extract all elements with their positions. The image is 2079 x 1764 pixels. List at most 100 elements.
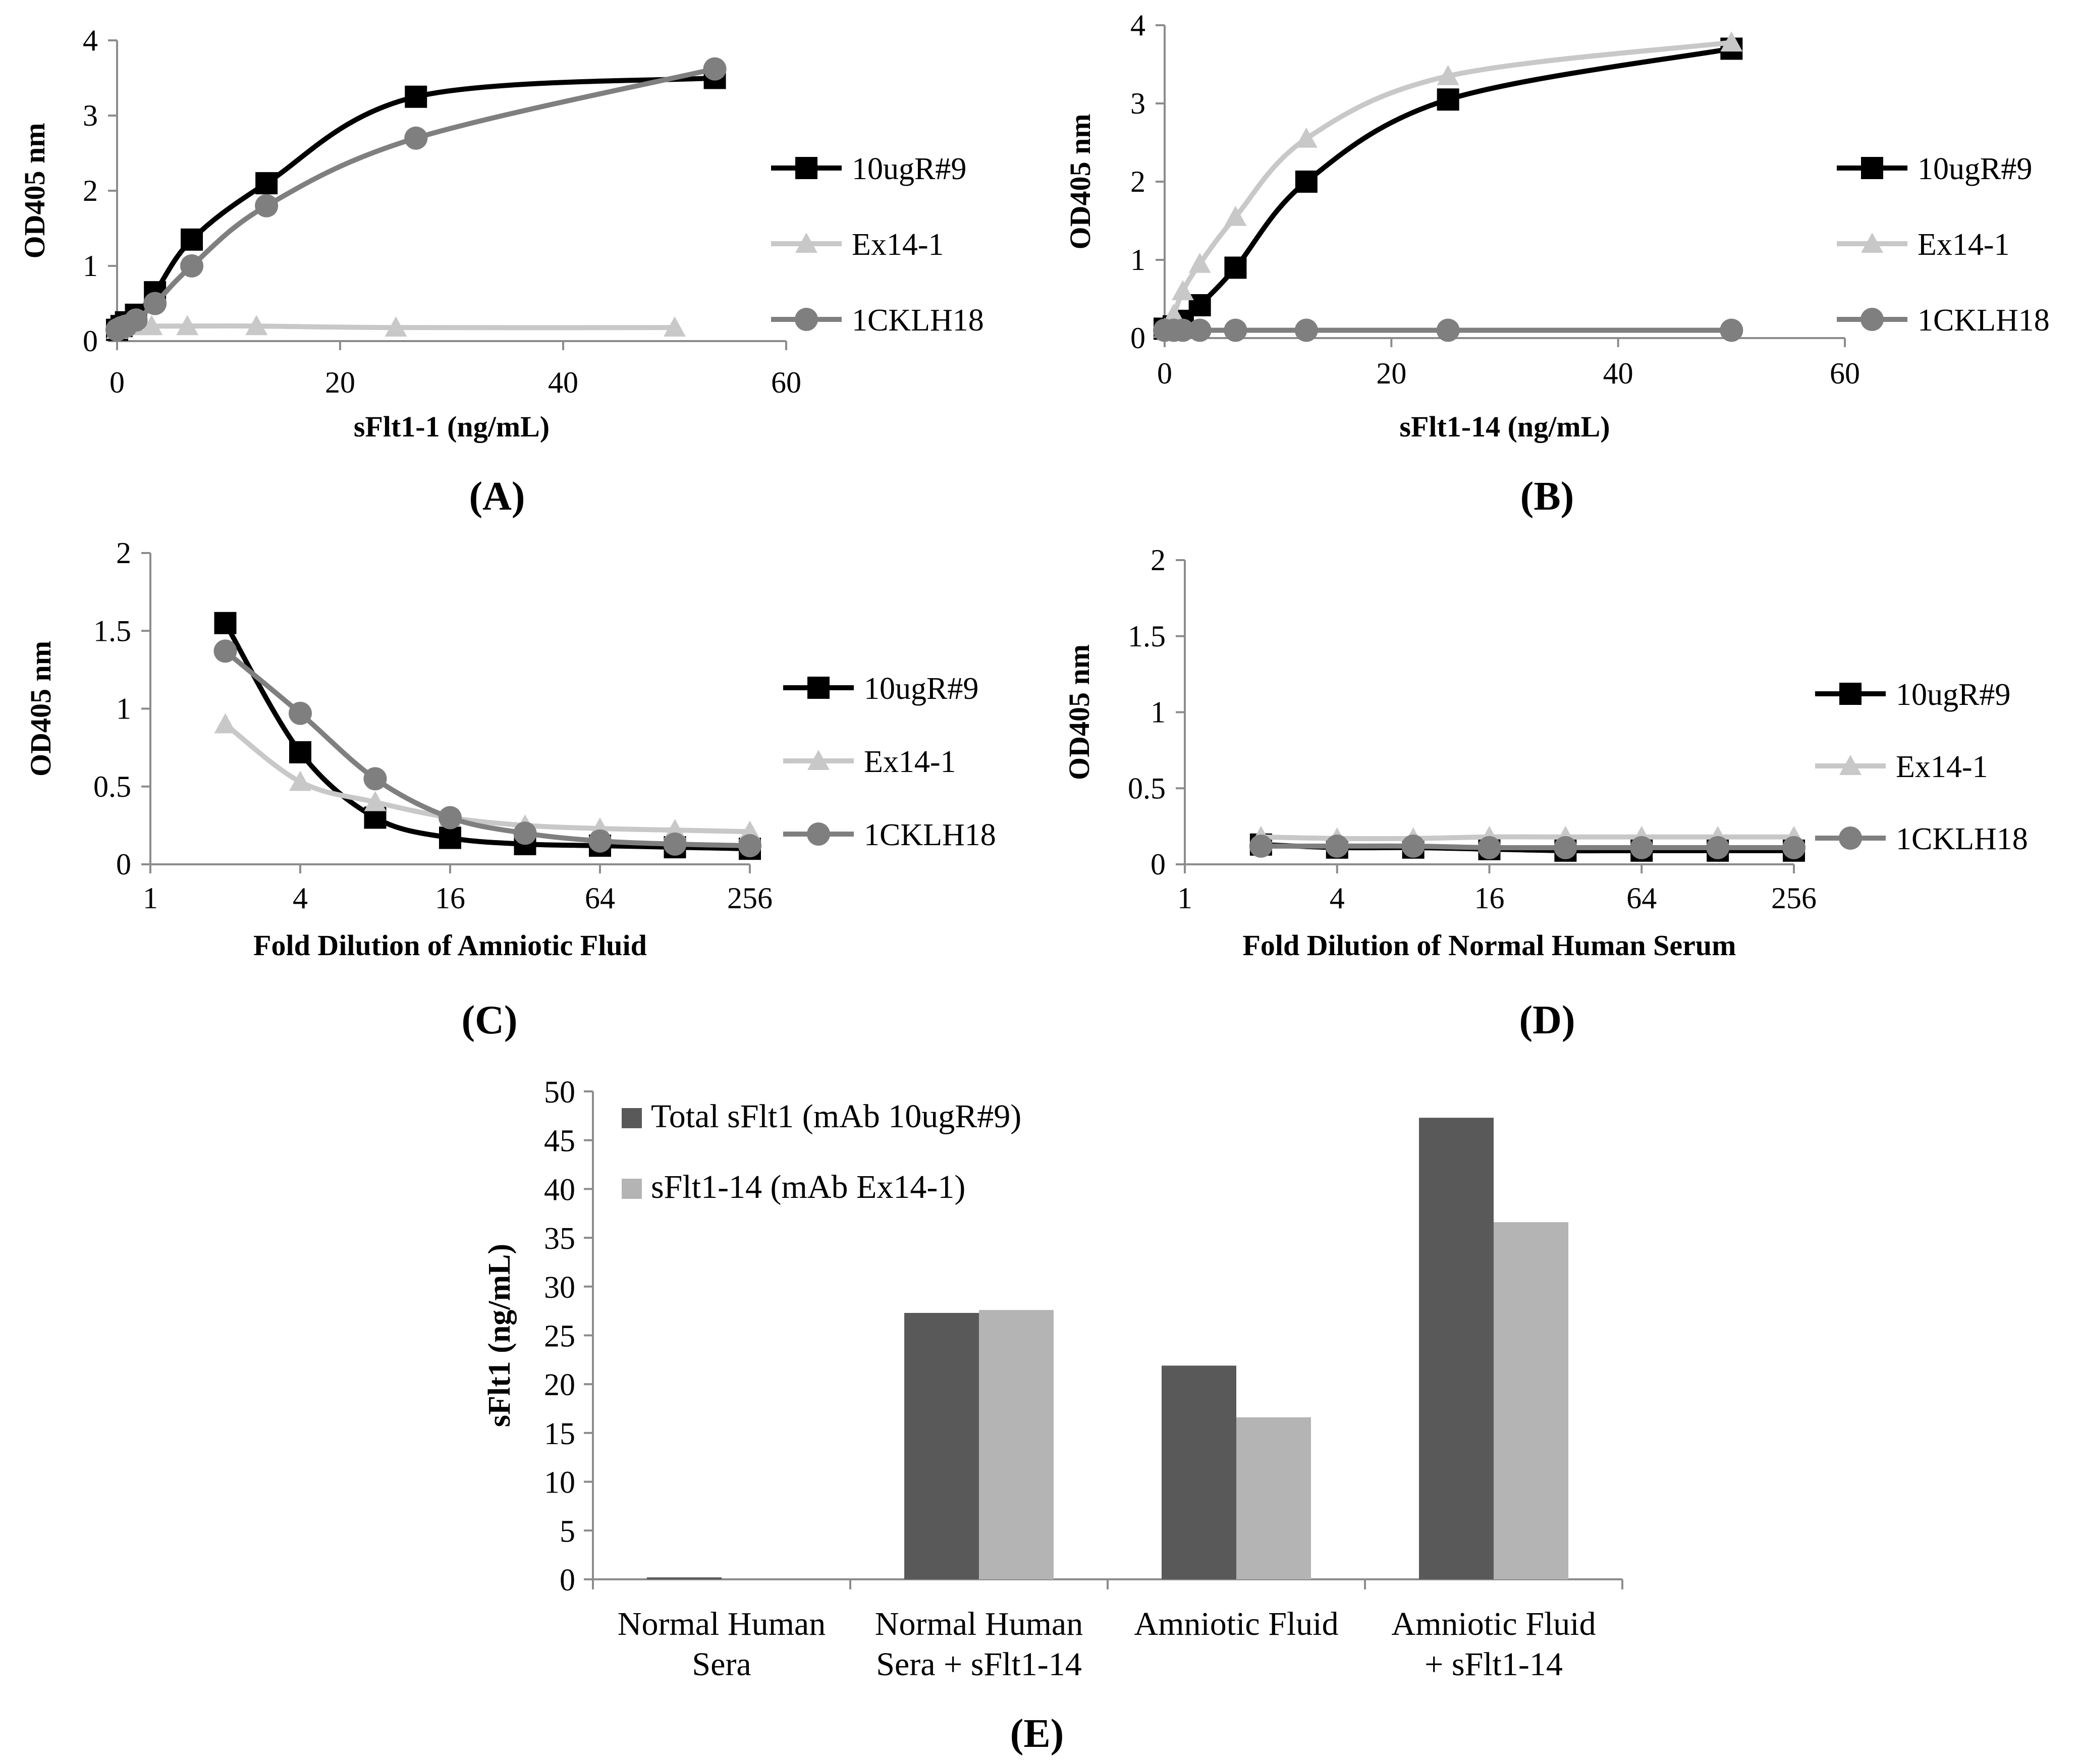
legend-label: Ex14-1 xyxy=(852,228,944,262)
data-point xyxy=(1224,256,1247,279)
y-tick-label: 1.5 xyxy=(1128,620,1166,653)
data-point xyxy=(214,612,237,634)
data-point xyxy=(1171,318,1194,342)
y-axis-label: OD405 nm xyxy=(1063,644,1096,780)
legend-swatch xyxy=(622,1179,642,1199)
y-tick-label: 1.5 xyxy=(93,614,131,647)
data-point xyxy=(1249,834,1273,858)
data-point xyxy=(1436,318,1460,342)
legend-item: Ex14-1 xyxy=(1815,750,1988,784)
y-tick-label: 2 xyxy=(1151,543,1166,577)
category-label: Normal Human xyxy=(875,1606,1083,1642)
legend-label: 10ugR#9 xyxy=(1896,678,2010,712)
legend-label: 1CKLH18 xyxy=(852,303,984,338)
legend-item: Ex14-1 xyxy=(1837,228,2010,262)
panel-c: 0 0.5 1 1.5 2 1 4 16 64 256 Fold Dilution of Amnio… xyxy=(24,536,996,1042)
legend-label: 1CKLH18 xyxy=(1896,822,2028,856)
y-tick-label: 1 xyxy=(1130,243,1145,277)
data-point xyxy=(124,308,148,332)
legend-marker xyxy=(1839,683,1862,705)
series-line-1cklh18 xyxy=(116,66,716,333)
legend-item: Ex14-1 xyxy=(783,745,956,779)
legend-marker xyxy=(1861,157,1883,179)
data-point xyxy=(1171,280,1194,300)
y-tick-label: 0 xyxy=(83,324,98,358)
y-tick-label: 3 xyxy=(83,99,98,132)
legend-item: Ex14-1 xyxy=(771,228,944,262)
y-tick-label: 2 xyxy=(1130,165,1145,198)
panel-label: (A) xyxy=(469,474,525,519)
y-tick-label: 1 xyxy=(116,692,131,726)
category-label: Sera xyxy=(692,1646,751,1683)
x-axis-label: sFlt1-1 (ng/mL) xyxy=(354,410,550,443)
legend-label: 10ugR#9 xyxy=(1918,152,2032,186)
data-point xyxy=(180,254,204,278)
y-tick-label: 5 xyxy=(560,1514,575,1549)
y-tick-label: 0.5 xyxy=(93,770,131,803)
data-point xyxy=(1720,318,1743,342)
legend-item: 1CKLH18 xyxy=(783,818,996,852)
data-point xyxy=(663,832,687,856)
data-point xyxy=(439,826,461,849)
legend-marker xyxy=(807,822,830,846)
category-label: Sera + sFlt1-14 xyxy=(876,1646,1082,1683)
bar xyxy=(1419,1118,1494,1579)
data-point xyxy=(385,316,407,337)
data-point xyxy=(1437,88,1459,111)
y-tick-label: 4 xyxy=(83,24,98,57)
data-point xyxy=(738,834,761,857)
x-axis-label: Fold Dilution of Normal Human Serum xyxy=(1243,929,1736,962)
y-tick-label: 2 xyxy=(116,536,131,570)
panel-label: (C) xyxy=(461,998,517,1042)
data-point xyxy=(213,639,237,663)
x-tick-label: 20 xyxy=(1376,357,1406,390)
y-tick-label: 40 xyxy=(544,1173,575,1207)
series-line-10ugr-9 xyxy=(115,75,715,332)
legend-label: sFlt1-14 (mAb Ex14-1) xyxy=(651,1169,965,1205)
legend-label: Ex14-1 xyxy=(1918,228,2010,262)
x-axis-label: Fold Dilution of Amniotic Fluid xyxy=(253,929,647,962)
category-label: + sFlt1-14 xyxy=(1425,1646,1563,1683)
x-tick-label: 60 xyxy=(771,366,801,399)
y-tick-label: 4 xyxy=(1130,9,1145,42)
series-line-10ugr-9 xyxy=(223,622,750,852)
x-tick-label: 64 xyxy=(585,881,615,915)
data-point xyxy=(703,57,727,81)
x-tick-label: 0 xyxy=(110,366,125,399)
legend-item: 1CKLH18 xyxy=(771,303,984,338)
legend-marker xyxy=(1861,233,1883,253)
data-point xyxy=(143,292,167,315)
category-label: Normal Human xyxy=(618,1606,826,1642)
legend-marker xyxy=(795,308,818,331)
x-tick-label: 40 xyxy=(1603,357,1633,390)
legend-item: 10ugR#9 xyxy=(1815,678,2010,712)
data-point xyxy=(289,701,312,725)
data-point xyxy=(1706,836,1730,859)
data-point xyxy=(1782,836,1806,859)
x-tick-label: 256 xyxy=(1771,881,1817,915)
data-point xyxy=(405,85,427,108)
bar xyxy=(1236,1417,1311,1579)
data-point xyxy=(245,315,268,336)
y-tick-label: 0.5 xyxy=(1128,771,1166,805)
y-tick-label: 0 xyxy=(560,1563,575,1597)
y-tick-label: 3 xyxy=(1130,87,1145,120)
y-tick-label: 10 xyxy=(544,1466,575,1500)
x-tick-label: 0 xyxy=(1157,357,1172,390)
data-point xyxy=(439,806,462,830)
y-tick-label: 2 xyxy=(83,174,98,207)
y-tick-label: 50 xyxy=(544,1075,575,1110)
legend-marker xyxy=(807,750,830,770)
data-point xyxy=(289,770,311,791)
y-tick-label: 25 xyxy=(544,1319,575,1354)
legend-item: 1CKLH18 xyxy=(1837,303,2050,338)
x-tick-label: 20 xyxy=(325,366,355,399)
bar xyxy=(1494,1222,1568,1579)
data-point xyxy=(1325,834,1349,858)
data-point xyxy=(176,315,199,336)
data-point xyxy=(1295,171,1318,193)
data-point xyxy=(588,829,612,853)
data-point xyxy=(664,316,686,337)
